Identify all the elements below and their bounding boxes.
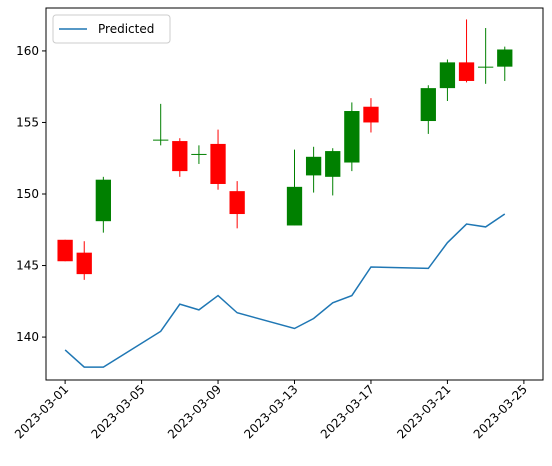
plot-frame [45, 7, 544, 381]
candle-body-2023-03-03 [95, 179, 111, 222]
y-tick-label-140: 140 [16, 330, 39, 344]
candle-body-2023-03-15 [325, 151, 341, 177]
candle-body-2023-03-22 [458, 62, 475, 81]
candle-body-2023-03-09 [210, 143, 226, 184]
candle-body-2023-03-23 [478, 66, 494, 68]
y-tick-label-145: 145 [16, 259, 39, 273]
candle-body-2023-03-07 [172, 141, 188, 172]
x-tick-label-2023-03-21: 2023-03-21 [394, 382, 453, 441]
candle-body-2023-03-02 [76, 252, 92, 275]
candle-body-2023-03-06 [153, 139, 169, 141]
y-tick-label-160: 160 [16, 44, 39, 58]
x-tick-label-2023-03-05: 2023-03-05 [88, 382, 147, 441]
y-axis: 140 145 150 155 160 [16, 44, 46, 344]
candle-body-2023-03-21 [439, 62, 456, 89]
legend-label-predicted: Predicted [98, 22, 154, 36]
candle-body-2023-03-24 [497, 49, 513, 67]
x-tick-label-2023-03-17: 2023-03-17 [318, 382, 377, 441]
x-tick-label-2023-03-01: 2023-03-01 [12, 382, 71, 441]
candle-body-2023-03-13 [286, 186, 303, 226]
candle-body-2023-03-01 [57, 239, 73, 262]
x-tick-label-2023-03-25: 2023-03-25 [471, 382, 530, 441]
x-tick-label-2023-03-09: 2023-03-09 [165, 382, 224, 441]
legend-box [52, 14, 171, 44]
candle-body-2023-03-17 [363, 106, 379, 123]
candles-group [57, 19, 513, 280]
legend: Predicted [52, 14, 171, 44]
series-line-predicted [64, 213, 506, 368]
y-tick-label-150: 150 [16, 187, 39, 201]
x-tick-label-2023-03-13: 2023-03-13 [241, 382, 300, 441]
predicted-line-group [64, 213, 506, 368]
candle-body-2023-03-10 [229, 191, 245, 215]
x-axis: 2023-03-01 2023-03-05 2023-03-09 2023-03-13… [12, 380, 530, 441]
candle-body-2023-03-16 [344, 111, 360, 163]
candle-body-2023-03-14 [305, 156, 322, 176]
candle-body-2023-03-08 [191, 153, 207, 155]
y-tick-label-155: 155 [16, 115, 39, 129]
candle-body-2023-03-20 [420, 88, 436, 122]
